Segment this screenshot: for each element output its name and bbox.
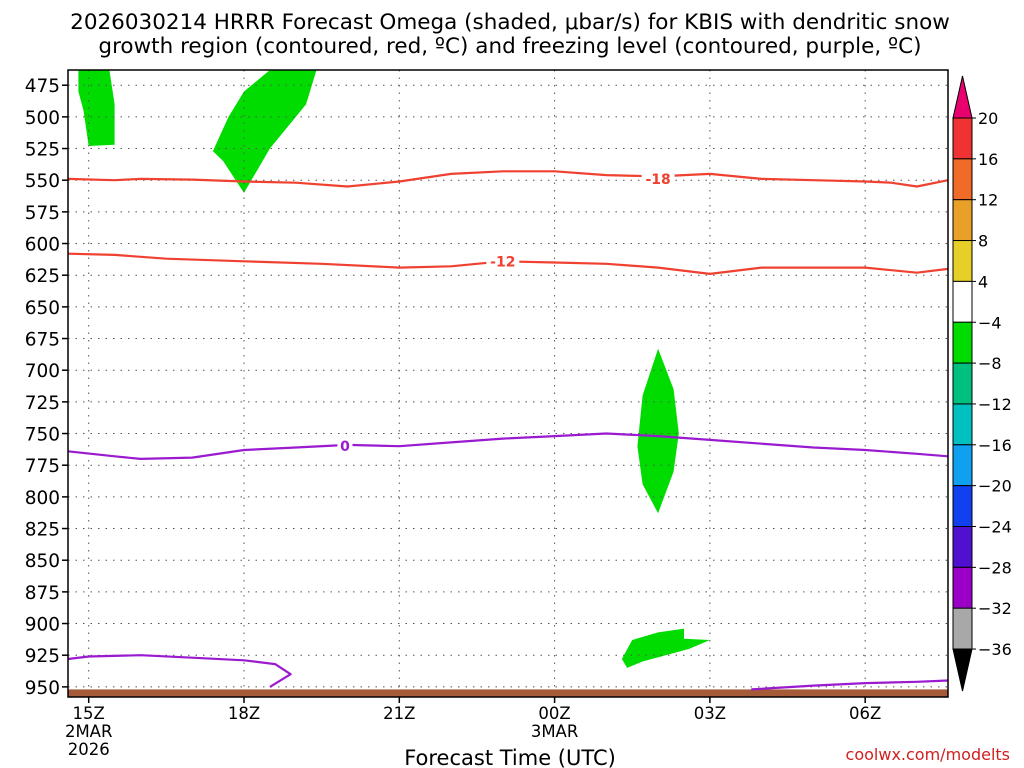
x-tick-label: 03Z	[694, 704, 726, 723]
plot-frame	[67, 69, 949, 698]
y-tick-label: 700	[25, 361, 60, 382]
omega-region-1	[78, 70, 115, 146]
colorbar-label: −12	[978, 395, 1012, 414]
y-tick-label: 475	[25, 76, 60, 97]
y-tick-label: 575	[25, 203, 60, 224]
y-tick-label: 625	[25, 266, 60, 287]
colorbar-label: 20	[978, 109, 998, 128]
y-tick-label: 825	[25, 520, 60, 541]
contour-line-1	[67, 170, 949, 188]
contour-label-bg	[337, 438, 353, 455]
y-tick-label: 925	[25, 646, 60, 667]
x-tick-label: 15Z	[73, 704, 105, 723]
colorbar-label: −4	[978, 313, 1002, 332]
colorbar-label: 12	[978, 191, 998, 210]
y-tick-label: 650	[25, 298, 60, 319]
colorbar-segment	[952, 485, 973, 527]
colorbar-segment	[952, 240, 973, 282]
plot-area: -18 -12 0	[67, 69, 949, 698]
y-tick-label: 800	[25, 488, 60, 509]
y-tick-label: 525	[25, 140, 60, 161]
colorbar-label: −32	[978, 599, 1012, 618]
colorbar-label: 8	[978, 232, 988, 251]
colorbar-label: −20	[978, 477, 1012, 496]
chart-title-line2: growth region (contoured, red, ºC) and f…	[98, 34, 921, 59]
colorbar: 20 16 12 8 4 −4 −8 −12 −16 −20 −24 −28 −32 −36	[952, 75, 1012, 692]
contour-label: -12	[490, 254, 515, 270]
x-tick-label: 2026	[68, 740, 110, 759]
plot-background	[68, 70, 948, 697]
contour-line-2	[67, 252, 949, 275]
y-tick-label: 875	[25, 583, 60, 604]
contour-line-3	[67, 432, 949, 460]
y-tick-label: 725	[25, 393, 60, 414]
colorbar-segment	[952, 607, 973, 650]
chart-title-line1: 2026030214 HRRR Forecast Omega (shaded, …	[70, 10, 950, 35]
colorbar-bottom-arrow	[952, 648, 973, 692]
colorbar-label: −28	[978, 558, 1012, 577]
x-tick-label: 2MAR	[65, 722, 113, 741]
colorbar-segment	[952, 321, 973, 364]
colorbar-top-arrow	[952, 75, 973, 119]
contour-line-4	[67, 654, 292, 688]
x-tick-label: 3MAR	[531, 722, 579, 741]
y-tick-label: 850	[25, 551, 60, 572]
contours: -18 -12 0	[67, 170, 949, 691]
colorbar-segment	[952, 526, 973, 568]
omega-region-3	[637, 348, 679, 514]
x-axis-title: Forecast Time (UTC)	[404, 746, 616, 768]
x-tick-label: 18Z	[228, 704, 260, 723]
colorbar-segment	[952, 444, 973, 487]
colorbar-segment	[952, 280, 973, 323]
omega-shading	[78, 70, 710, 668]
y-tick-label: 675	[25, 330, 60, 351]
x-tick-label: 21Z	[383, 704, 415, 723]
colorbar-segment	[952, 566, 973, 609]
colorbar-label: 16	[978, 150, 998, 169]
colorbar-label: −36	[978, 640, 1012, 659]
omega-region-2	[212, 70, 317, 193]
y-axis: 475 500 525 550 575 600 625 650 675 700 725 750 775 8…	[25, 76, 68, 699]
colorbar-segment	[952, 158, 973, 201]
colorbar-segment	[952, 117, 973, 160]
contour-label-bg	[641, 170, 675, 187]
ground-band	[68, 689, 948, 697]
colorbar-label: 4	[978, 272, 988, 291]
contour-label-bg	[486, 253, 520, 270]
contour-label: 0	[340, 439, 350, 455]
y-tick-label: 900	[25, 615, 60, 636]
y-tick-label: 550	[25, 171, 60, 192]
y-tick-label: 600	[25, 235, 60, 256]
colorbar-segment	[952, 403, 973, 446]
colorbar-label: −16	[978, 436, 1012, 455]
colorbar-label: −8	[978, 354, 1002, 373]
y-tick-label: 950	[25, 678, 60, 699]
watermark: coolwx.com/modelts	[846, 745, 1010, 764]
colorbar-label: −24	[978, 518, 1012, 537]
colorbar-segment	[952, 199, 973, 242]
contour-label: -18	[645, 172, 670, 188]
omega-region-4	[621, 628, 710, 668]
y-tick-label: 750	[25, 425, 60, 446]
y-tick-label: 500	[25, 108, 60, 129]
y-tick-label: 775	[25, 456, 60, 477]
contour-line-5	[751, 679, 949, 691]
x-tick-label: 06Z	[849, 704, 881, 723]
x-tick-label: 00Z	[538, 704, 570, 723]
colorbar-segment	[952, 362, 973, 405]
